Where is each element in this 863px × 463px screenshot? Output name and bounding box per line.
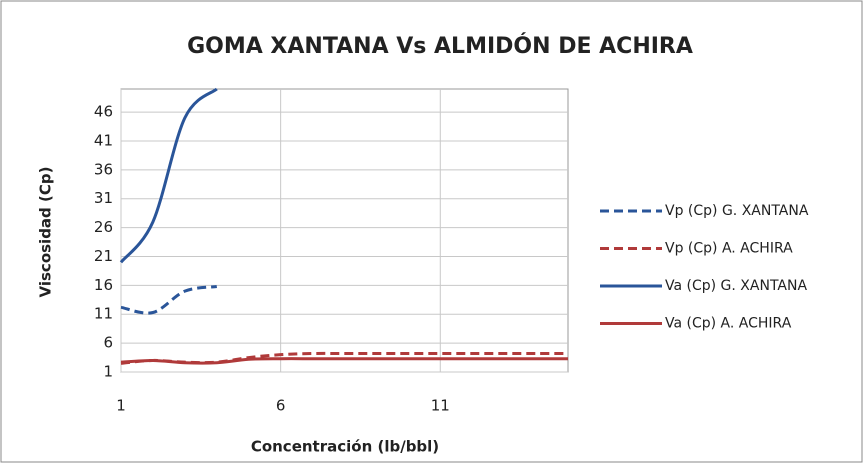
x-tick-label: 6: [276, 397, 286, 415]
y-tick-label: 41: [94, 131, 113, 149]
chart-title: GOMA XANTANA Vs ALMIDÓN DE ACHIRA: [187, 33, 693, 59]
y-tick-label: 16: [94, 276, 113, 294]
y-tick-label: 21: [94, 247, 113, 265]
legend-text: Va (Cp) A. ACHIRA: [665, 316, 792, 332]
y-tick-label: 36: [94, 160, 113, 178]
y-tick-label: 6: [103, 334, 113, 352]
x-axis-title: Concentración (lb/bbl): [251, 438, 439, 456]
plot-area: [120, 88, 569, 373]
y-axis-title: Viscosidad (Cp): [37, 167, 55, 298]
y-tick-label: 26: [94, 218, 113, 236]
y-tick-label: 31: [94, 189, 113, 207]
legend-text: Vp (Cp) A. ACHIRA: [665, 241, 793, 257]
series-line: [120, 285, 218, 315]
x-tick-label: 1: [116, 397, 126, 415]
legend-text: Va (Cp) G. XANTANA: [665, 278, 807, 294]
series-line: [120, 357, 568, 365]
y-tick-label: 46: [94, 103, 113, 121]
series-line: [119, 87, 218, 264]
x-tick-label: 11: [431, 397, 450, 415]
legend-text: Vp (Cp) G. XANTANA: [665, 203, 809, 219]
y-tick-label: 11: [94, 305, 113, 323]
y-tick-label: 1: [103, 363, 113, 381]
